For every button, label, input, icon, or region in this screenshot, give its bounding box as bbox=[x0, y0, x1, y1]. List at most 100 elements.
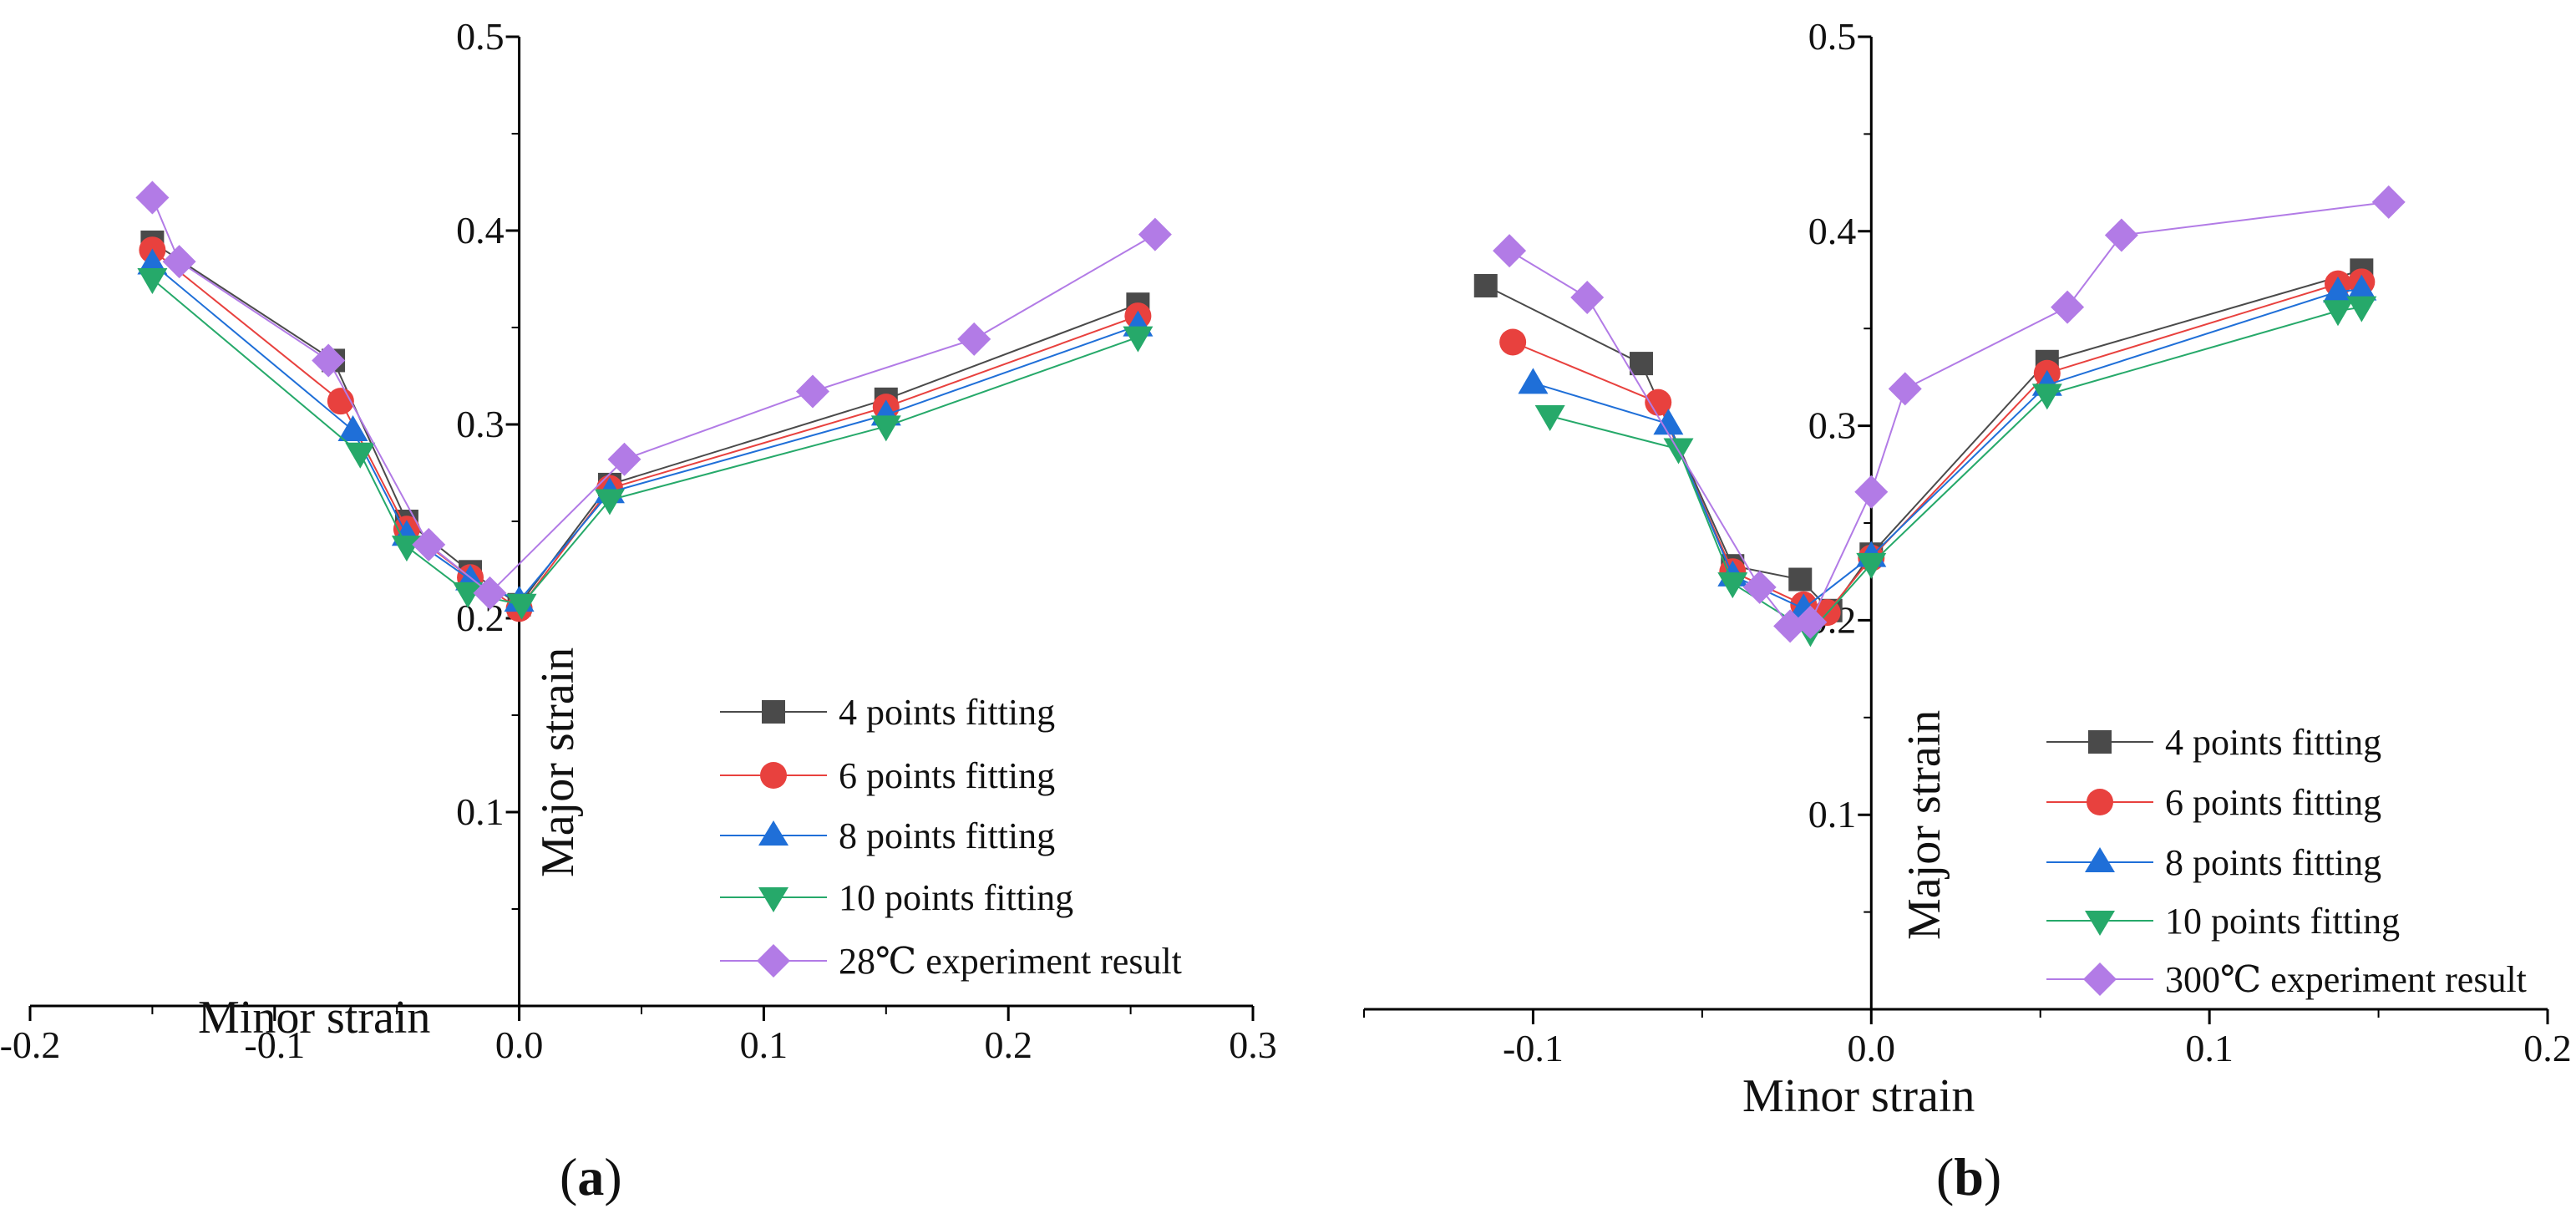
y-tick-label: 0.3 bbox=[1808, 404, 1857, 447]
data-point bbox=[162, 245, 196, 279]
series-3 bbox=[137, 248, 1154, 612]
legend-item-4-points-a: 4 points fitting bbox=[720, 692, 1055, 733]
legend-label: 10 points fitting bbox=[2165, 901, 2400, 942]
series-group-a bbox=[135, 180, 1172, 622]
data-point bbox=[1793, 605, 1828, 639]
data-point bbox=[957, 322, 991, 356]
legend-marker-circle-icon bbox=[760, 762, 787, 789]
series-line bbox=[151, 249, 1138, 610]
x-tick-label: 0.0 bbox=[1848, 1027, 1896, 1069]
data-point bbox=[1856, 552, 1887, 579]
y-ticks-a: 0.1 0.2 0.3 0.4 0.5 bbox=[456, 15, 520, 910]
legend-marker-triangle-up-icon bbox=[2085, 847, 2115, 872]
y-axis-title-a: Major strain bbox=[532, 648, 584, 877]
data-point bbox=[2322, 300, 2353, 327]
x-tick-label: -0.2 bbox=[0, 1023, 60, 1066]
data-point bbox=[135, 180, 170, 215]
series-5 bbox=[1493, 185, 2406, 643]
data-point bbox=[1629, 352, 1653, 376]
data-point bbox=[1653, 409, 1684, 435]
data-point bbox=[1138, 217, 1172, 251]
series-line bbox=[151, 241, 1138, 607]
data-point bbox=[2104, 218, 2138, 252]
legend-marker-triangle-up-icon bbox=[758, 820, 789, 846]
series-line bbox=[1512, 281, 2362, 614]
data-point bbox=[2322, 276, 2353, 302]
data-point bbox=[870, 415, 901, 442]
data-point bbox=[1493, 234, 1527, 268]
y-tick-label: 0.3 bbox=[456, 403, 505, 445]
series-line bbox=[1485, 269, 2362, 612]
data-point bbox=[1888, 372, 1922, 406]
data-point bbox=[2031, 383, 2062, 410]
legend-label: 300℃ experiment result bbox=[2165, 959, 2527, 1000]
data-point bbox=[1788, 567, 1813, 592]
data-point bbox=[1518, 368, 1549, 394]
x-tick-label: 0.2 bbox=[984, 1023, 1032, 1066]
data-point bbox=[412, 527, 446, 561]
legend-item-10-points-b: 10 points fitting bbox=[2046, 901, 2400, 942]
data-point bbox=[1499, 328, 1527, 356]
data-point bbox=[312, 343, 346, 378]
panel-b: -0.1 0.0 0.1 0.2 0.1 0.2 0.3 0.4 0.5 Minor stra… bbox=[1363, 15, 2572, 1206]
series-1 bbox=[140, 230, 1150, 617]
y-tick-label: 0.4 bbox=[456, 209, 505, 251]
legend-marker-diamond-icon bbox=[757, 944, 790, 978]
legend-marker-square-icon bbox=[2088, 730, 2112, 754]
legend-label: 4 points fitting bbox=[839, 692, 1055, 733]
legend-marker-circle-icon bbox=[2087, 789, 2113, 815]
x-axis-title-a: Minor strain bbox=[198, 992, 430, 1044]
x-tick-label: -0.1 bbox=[1503, 1027, 1564, 1069]
data-point bbox=[2346, 274, 2377, 301]
y-axis-title-b: Major strain bbox=[1899, 710, 1950, 940]
series-5 bbox=[135, 180, 1172, 610]
series-line bbox=[151, 278, 1138, 606]
legend-marker-triangle-down-icon bbox=[758, 887, 789, 912]
data-point bbox=[2346, 296, 2377, 323]
series-line bbox=[1509, 201, 2389, 627]
legend-item-4-points-b: 4 points fitting bbox=[2046, 722, 2381, 763]
y-tick-label: 0.5 bbox=[456, 15, 505, 58]
series-2 bbox=[139, 236, 1152, 622]
data-point bbox=[607, 442, 641, 476]
legend-item-experiment-b: 300℃ experiment result bbox=[2046, 959, 2527, 1000]
data-point bbox=[137, 248, 168, 275]
series-3 bbox=[1518, 274, 2377, 620]
series-1 bbox=[1473, 258, 2374, 622]
series-line bbox=[151, 197, 1156, 595]
x-tick-label: 0.2 bbox=[2523, 1027, 2572, 1069]
panel-label-b: (b) bbox=[1936, 1147, 2001, 1206]
legend-item-10-points-a: 10 points fitting bbox=[720, 877, 1073, 918]
x-tick-label: 0.3 bbox=[1229, 1023, 1277, 1066]
legend-item-6-points-b: 6 points fitting bbox=[2046, 782, 2381, 823]
legend-label: 4 points fitting bbox=[2165, 722, 2381, 763]
legend-marker-square-icon bbox=[762, 700, 785, 724]
legend-label: 6 points fitting bbox=[839, 755, 1055, 796]
data-point bbox=[337, 414, 368, 441]
data-point bbox=[1570, 280, 1605, 314]
data-point bbox=[1473, 273, 1498, 297]
legend-item-experiment-a: 28℃ experiment result bbox=[720, 941, 1182, 982]
data-point bbox=[1534, 404, 1565, 431]
legend-label: 28℃ experiment result bbox=[839, 941, 1182, 982]
series-4 bbox=[1534, 296, 2377, 648]
legend-label: 10 points fitting bbox=[839, 877, 1073, 918]
legend-marker-triangle-down-icon bbox=[2085, 911, 2115, 936]
legend-item-6-points-a: 6 points fitting bbox=[720, 755, 1055, 796]
series-line bbox=[1533, 288, 2362, 610]
data-point bbox=[1123, 326, 1154, 353]
data-point bbox=[137, 268, 168, 294]
data-point bbox=[1645, 389, 1672, 416]
legend-label: 6 points fitting bbox=[2165, 782, 2381, 823]
data-point bbox=[391, 536, 422, 562]
y-tick-label: 0.5 bbox=[1808, 15, 1857, 58]
x-tick-label: 0.0 bbox=[495, 1023, 544, 1066]
series-line bbox=[151, 262, 1138, 602]
legend-item-8-points-b: 8 points fitting bbox=[2046, 842, 2381, 883]
x-tick-label: 0.1 bbox=[2185, 1027, 2234, 1069]
data-point bbox=[2051, 290, 2085, 324]
y-ticks-b: 0.10.20.30.40.5 bbox=[1808, 15, 1872, 913]
legend-a: 4 points fitting 6 points fitting 8 poin… bbox=[720, 692, 1182, 982]
legend-marker-diamond-icon bbox=[2083, 962, 2117, 996]
